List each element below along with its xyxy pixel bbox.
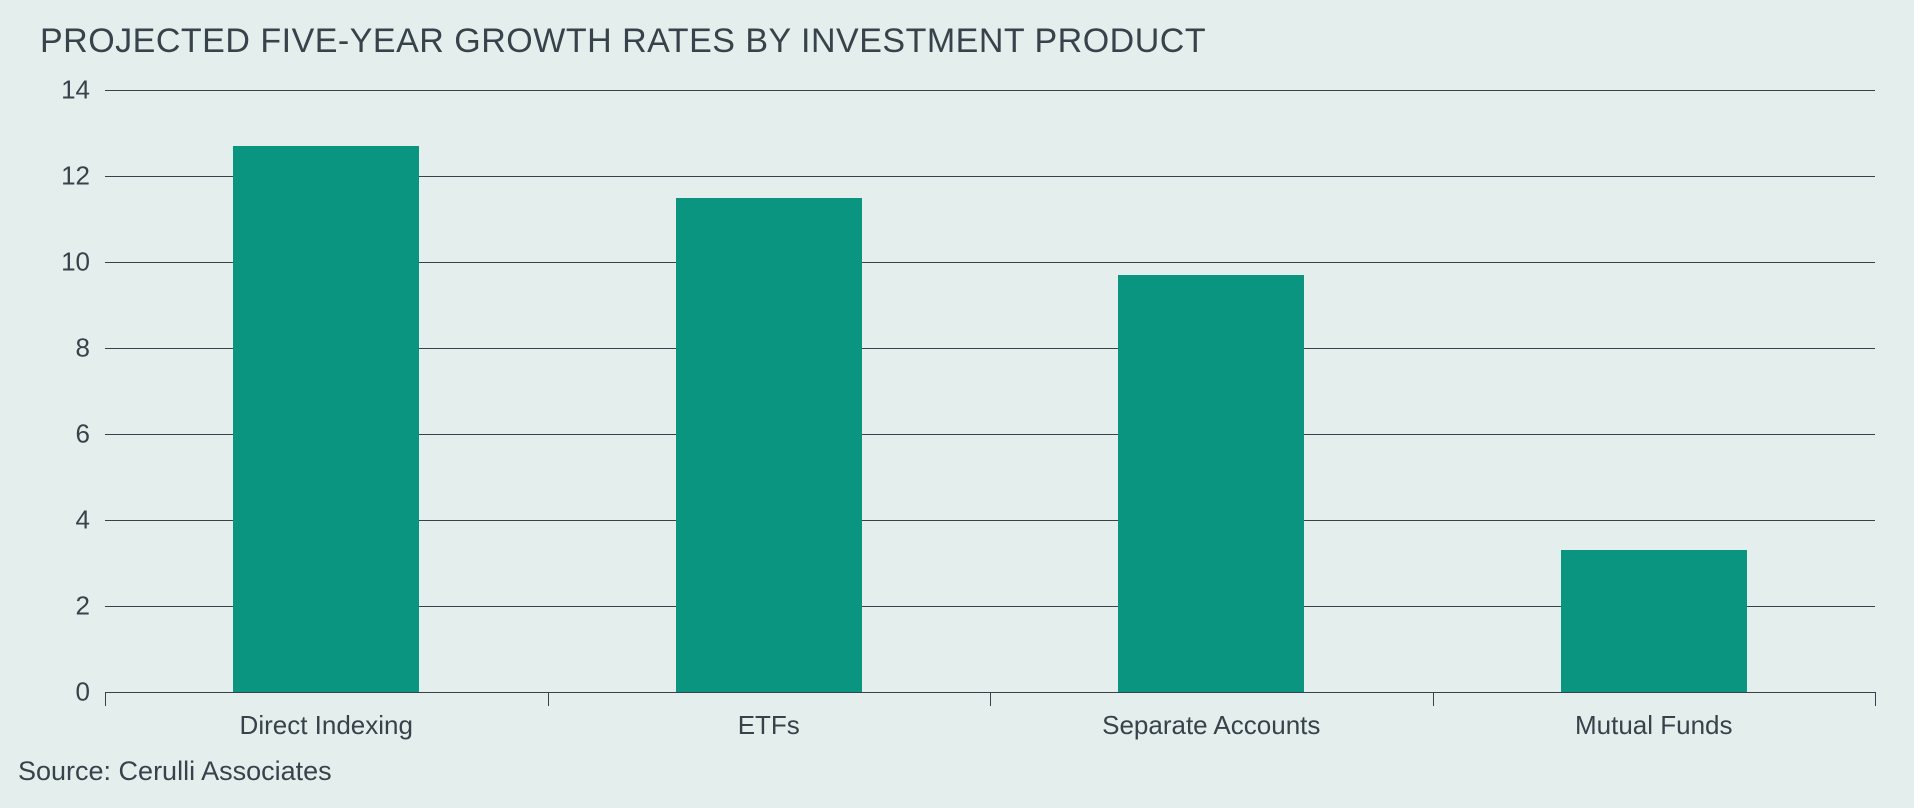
- x-boundary-tick: [990, 692, 991, 706]
- chart-container: PROJECTED FIVE-YEAR GROWTH RATES BY INVE…: [0, 0, 1914, 808]
- x-tick-label: Direct Indexing: [240, 710, 413, 741]
- plot-wrapper: 02468101214Direct IndexingETFsSeparate A…: [105, 90, 1875, 692]
- y-tick-label: 14: [30, 75, 90, 106]
- x-tick-label: Separate Accounts: [1102, 710, 1320, 741]
- y-tick-label: 2: [30, 591, 90, 622]
- x-tick-label: ETFs: [738, 710, 800, 741]
- y-tick-label: 10: [30, 247, 90, 278]
- x-tick-label: Mutual Funds: [1575, 710, 1733, 741]
- gridline: [105, 90, 1875, 91]
- x-boundary-tick: [1875, 692, 1876, 706]
- x-boundary-tick: [548, 692, 549, 706]
- bar: [1561, 550, 1747, 692]
- chart-title: PROJECTED FIVE-YEAR GROWTH RATES BY INVE…: [40, 22, 1206, 61]
- y-tick-label: 12: [30, 161, 90, 192]
- y-tick-label: 8: [30, 333, 90, 364]
- x-boundary-tick: [1433, 692, 1434, 706]
- y-tick-label: 4: [30, 505, 90, 536]
- bar: [233, 146, 419, 692]
- x-boundary-tick: [105, 692, 106, 706]
- bar: [676, 198, 862, 693]
- y-tick-label: 0: [30, 677, 90, 708]
- plot-area: [105, 90, 1875, 692]
- chart-source: Source: Cerulli Associates: [18, 756, 332, 787]
- bar: [1118, 275, 1304, 692]
- y-tick-label: 6: [30, 419, 90, 450]
